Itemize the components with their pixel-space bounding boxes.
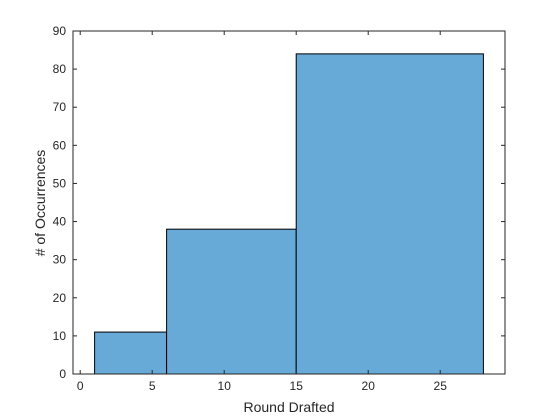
y-tick-label: 10 xyxy=(53,329,67,343)
y-tick-label: 70 xyxy=(53,100,67,114)
y-tick-label: 40 xyxy=(53,215,67,229)
bars-layer xyxy=(94,53,484,375)
x-tick-label: 0 xyxy=(77,379,84,393)
y-tick-label: 50 xyxy=(53,176,67,190)
y-tick-label: 30 xyxy=(53,253,67,267)
y-axis-label: # of Occurrences xyxy=(32,150,48,257)
ticks-layer: 0 5 10 15 20 25 0 10 20 30 40 50 60 70 80 90 xyxy=(53,24,505,393)
y-tick-label: 80 xyxy=(53,62,67,76)
histogram-bar-3 xyxy=(295,53,484,375)
x-tick-label: 15 xyxy=(290,379,304,393)
histogram-bar-2 xyxy=(166,228,297,375)
x-tick-label: 20 xyxy=(362,379,376,393)
histogram-bar-1 xyxy=(94,331,168,375)
y-tick-label: 0 xyxy=(59,367,66,381)
x-tick-label: 10 xyxy=(218,379,232,393)
y-tick-label: 60 xyxy=(53,138,67,152)
x-tick-label: 25 xyxy=(434,379,448,393)
plot-frame xyxy=(72,30,506,375)
y-tick-label: 20 xyxy=(53,291,67,305)
y-tick-label: 90 xyxy=(53,24,67,38)
x-tick-label: 5 xyxy=(149,379,156,393)
x-axis-label: Round Drafted xyxy=(243,399,334,415)
